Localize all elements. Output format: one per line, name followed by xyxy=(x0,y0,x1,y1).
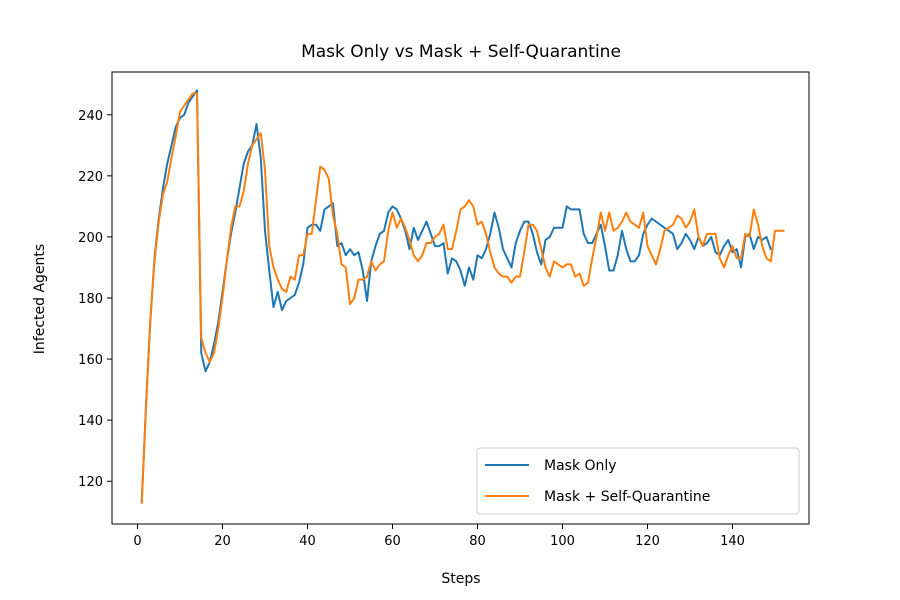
y-tick-label: 240 xyxy=(78,109,103,124)
y-axis-label: Infected Agents xyxy=(32,244,48,354)
x-tick-label: 100 xyxy=(550,534,575,549)
y-tick-label: 220 xyxy=(78,170,103,185)
x-tick-label: 20 xyxy=(214,534,231,549)
chart-title: Mask Only vs Mask + Self-Quarantine xyxy=(301,42,621,62)
series-line-2 xyxy=(140,92,785,504)
series-line-1 xyxy=(140,89,773,504)
y-tick-label: 160 xyxy=(78,353,103,368)
x-tick-label: 0 xyxy=(133,534,141,549)
y-tick-label: 200 xyxy=(78,231,103,246)
x-tick-label: 120 xyxy=(635,534,660,549)
x-tick-label: 40 xyxy=(299,534,316,549)
x-tick-label: 60 xyxy=(384,534,401,549)
y-tick-label: 140 xyxy=(78,414,103,429)
legend-label-1: Mask Only xyxy=(544,458,617,474)
legend-box xyxy=(476,447,800,515)
y-tick-label: 180 xyxy=(78,292,103,307)
legend: Mask Only Mask + Self-Quarantine xyxy=(476,447,800,515)
y-tick-label: 120 xyxy=(78,475,103,490)
x-axis-label: Steps xyxy=(441,571,480,587)
legend-label-2: Mask + Self-Quarantine xyxy=(544,489,710,505)
plot-area: 0 20 40 60 80 100 120 140 120 140 160 180 200 220 240 M… xyxy=(78,71,810,549)
x-tick-label: 80 xyxy=(469,534,486,549)
x-tick-label: 140 xyxy=(720,534,745,549)
